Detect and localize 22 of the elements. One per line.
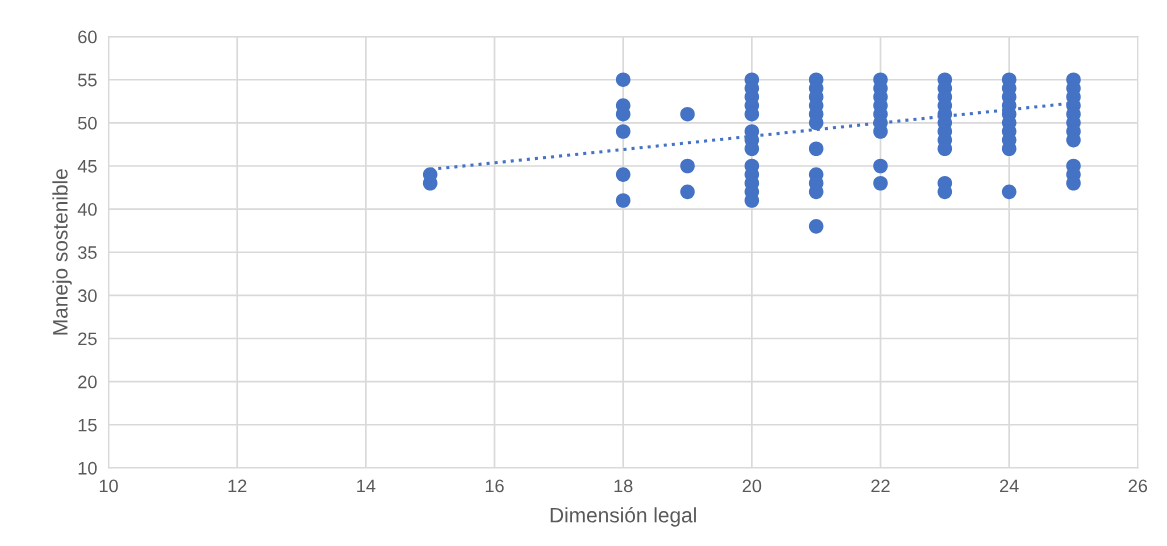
x-tick-label: 18: [614, 479, 633, 493]
x-tick-label: 12: [228, 479, 247, 493]
y-tick-label: 30: [78, 289, 97, 303]
y-tick-label: 60: [78, 30, 97, 44]
y-tick-label: 50: [78, 116, 97, 130]
x-tick-label: 10: [99, 479, 118, 493]
x-tick-label: 22: [871, 479, 890, 493]
y-tick-label: 35: [78, 246, 97, 259]
y-tick-label: 25: [78, 332, 97, 346]
y-tick-label: 45: [77, 160, 97, 173]
y-tick-label: 55: [78, 73, 97, 87]
x-tick-label: 20: [742, 479, 762, 493]
y-tick-label: 20: [78, 375, 97, 389]
y-tick-label: 15: [78, 418, 97, 432]
x-tick-label: 16: [485, 479, 504, 493]
x-tick-label: 24: [1000, 479, 1019, 493]
y-tick-label: 10: [78, 461, 97, 475]
x-tick-label: 14: [357, 479, 376, 493]
y-axis-title: Manejo sostenible: [52, 169, 72, 335]
y-tick-label: 40: [77, 203, 97, 216]
x-tick-label: 26: [1128, 479, 1148, 493]
x-axis-title: Dimensión legal: [550, 506, 696, 527]
